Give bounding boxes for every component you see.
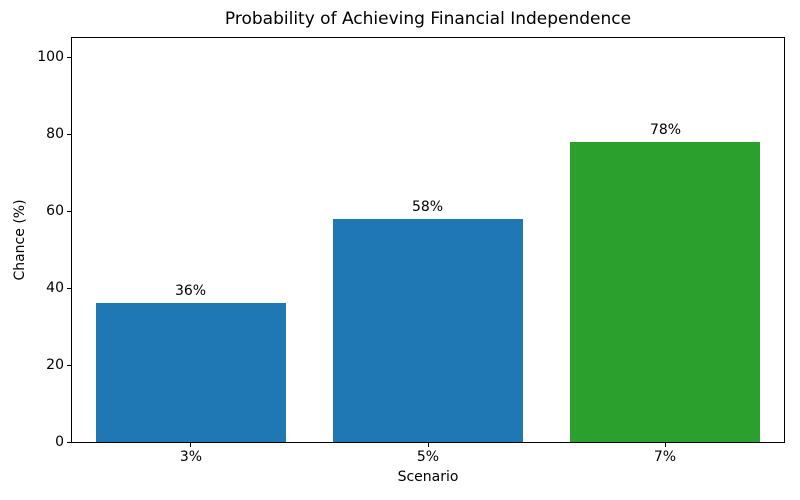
y-tick-mark	[67, 57, 71, 58]
x-tick-label: 3%	[179, 449, 203, 465]
x-tick-mark	[428, 443, 429, 447]
bar-value-label: 78%	[649, 122, 682, 138]
y-tick-mark	[67, 442, 71, 443]
bar	[570, 142, 760, 442]
x-tick-mark	[190, 443, 191, 447]
y-tick-label: 80	[46, 126, 64, 142]
y-tick-label: 20	[46, 357, 64, 373]
x-axis-label: Scenario	[397, 469, 459, 485]
y-tick-mark	[67, 211, 71, 212]
y-tick-mark	[67, 288, 71, 289]
y-tick-label: 100	[37, 49, 64, 65]
bar	[96, 303, 286, 442]
bar-value-label: 36%	[174, 283, 207, 299]
bar-value-label: 58%	[411, 199, 444, 215]
x-tick-label: 7%	[653, 449, 677, 465]
y-tick-mark	[67, 365, 71, 366]
y-tick-label: 60	[46, 203, 64, 219]
y-axis-label: Chance (%)	[12, 199, 28, 281]
x-tick-mark	[665, 443, 666, 447]
x-tick-label: 5%	[416, 449, 440, 465]
y-tick-mark	[67, 134, 71, 135]
plot-area: 36% 58% 78%	[71, 37, 785, 443]
chart-title: Probability of Achieving Financial Indep…	[224, 9, 632, 29]
y-tick-label: 0	[55, 434, 64, 450]
y-tick-label: 40	[46, 280, 64, 296]
bar	[333, 219, 523, 442]
